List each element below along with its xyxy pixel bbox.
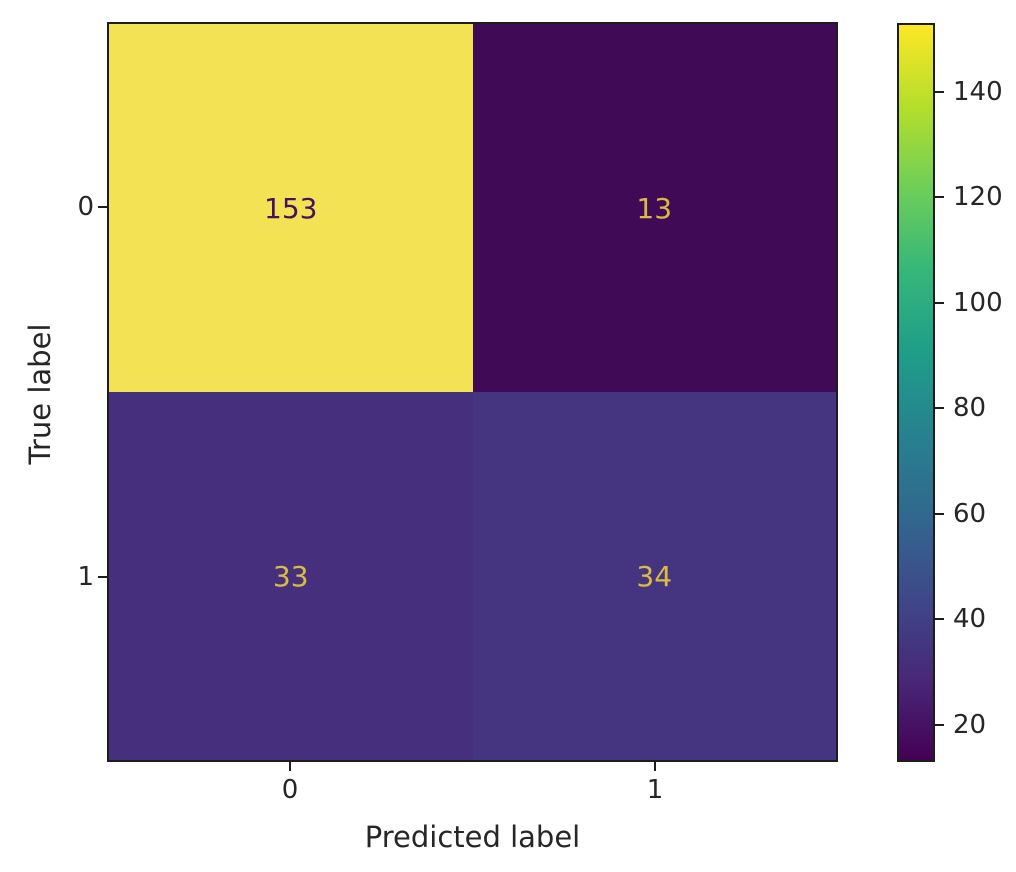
colorbar-tick-label: 140 (953, 77, 1003, 107)
colorbar-tick-label: 100 (953, 288, 1003, 318)
x-tick-label: 0 (281, 775, 299, 805)
colorbar-tick-mark (935, 724, 944, 726)
colorbar-tick-mark (935, 302, 944, 304)
y-tick-mark (98, 576, 107, 578)
matrix-cell-true1-pred1: 34 (472, 392, 836, 760)
cell-value: 34 (636, 559, 673, 593)
cell-value: 13 (636, 191, 673, 225)
x-tick-mark (654, 762, 656, 771)
y-tick-label: 0 (77, 192, 94, 222)
matrix-cell-true1-pred0: 33 (109, 392, 473, 760)
colorbar-gradient (897, 23, 935, 762)
x-axis-label: Predicted label (364, 820, 581, 854)
colorbar-tick-label: 60 (953, 499, 987, 529)
colorbar-tick-label: 40 (953, 604, 987, 634)
matrix-cell-true0-pred1: 13 (472, 24, 836, 392)
colorbar-tick-label: 20 (953, 710, 987, 740)
colorbar-tick-mark (935, 618, 944, 620)
y-axis-label: True label (23, 323, 57, 465)
cell-value: 33 (272, 559, 309, 593)
cell-value: 153 (264, 191, 318, 225)
x-tick-mark (289, 762, 291, 771)
colorbar-tick-mark (935, 196, 944, 198)
y-tick-mark (98, 206, 107, 208)
x-tick-label: 1 (646, 775, 664, 805)
colorbar-tick-mark (935, 513, 944, 515)
matrix-cell-true0-pred0: 153 (109, 24, 473, 392)
colorbar-tick-mark (935, 407, 944, 409)
y-tick-label: 1 (77, 562, 94, 592)
colorbar-tick-label: 120 (953, 182, 1003, 212)
heatmap-plot-area: 153 13 33 34 (107, 22, 838, 762)
colorbar-tick-mark (935, 91, 944, 93)
colorbar-tick-label: 80 (953, 393, 987, 423)
